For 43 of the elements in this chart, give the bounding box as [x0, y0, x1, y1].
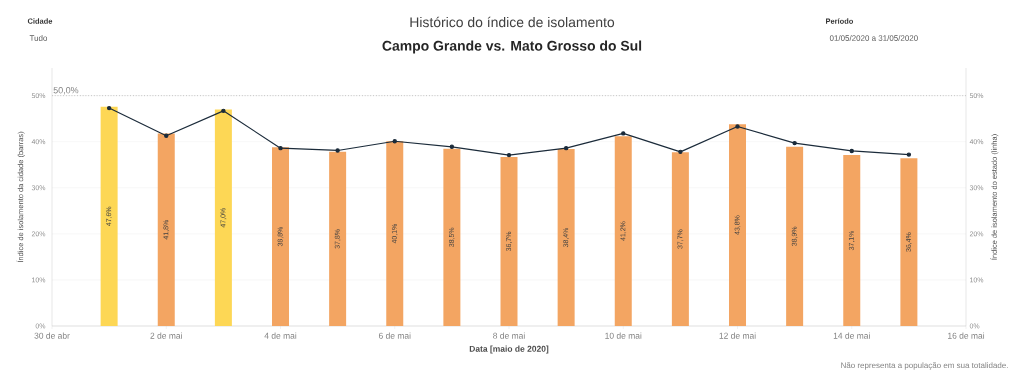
point: [278, 145, 283, 151]
x-tick-label: 14 de mai: [833, 332, 870, 339]
bar: [729, 124, 747, 326]
point: [335, 148, 340, 153]
point: [164, 133, 169, 138]
point: [849, 148, 854, 154]
ref-line-label: 50,0%: [53, 87, 79, 95]
x-tick-label: 12 de mai: [719, 332, 756, 339]
x-tick-label: 6 de mai: [378, 332, 411, 339]
bar: [614, 136, 632, 326]
bar: [157, 133, 175, 326]
point: [106, 105, 112, 111]
chart-title: Histórico do índice de isolamento: [410, 16, 615, 28]
point: [506, 152, 512, 158]
x-tick-label: 16 de mai: [948, 332, 985, 339]
bar: [329, 151, 347, 326]
x-tick-label: 30 de abr: [34, 332, 70, 339]
point: [792, 140, 797, 146]
bar: [500, 156, 518, 326]
bar: [386, 141, 404, 326]
bar: [786, 146, 804, 326]
x-tick-label: 2 de mai: [150, 332, 182, 339]
x-axis-title: Data [maio de 2020]: [469, 345, 549, 354]
bar: [214, 109, 232, 326]
point: [735, 124, 740, 129]
point: [449, 144, 455, 149]
point: [392, 139, 397, 144]
x-tick-label: 10 de mai: [605, 332, 642, 339]
bar: [100, 106, 118, 326]
point: [621, 131, 626, 136]
bar: [557, 149, 575, 326]
bar: [671, 152, 689, 326]
bar: [843, 155, 861, 326]
chart-subtitle: Campo Grande vs. Mato Grosso do Sul: [382, 40, 642, 54]
x-tick-label: 4 de mai: [264, 332, 297, 339]
point: [221, 108, 226, 114]
point: [906, 152, 912, 157]
point: [678, 149, 683, 155]
bar: [443, 148, 461, 326]
bar: [272, 147, 289, 326]
point: [563, 145, 569, 151]
x-tick-label: 8 de mai: [493, 332, 525, 339]
bar: [900, 158, 918, 326]
